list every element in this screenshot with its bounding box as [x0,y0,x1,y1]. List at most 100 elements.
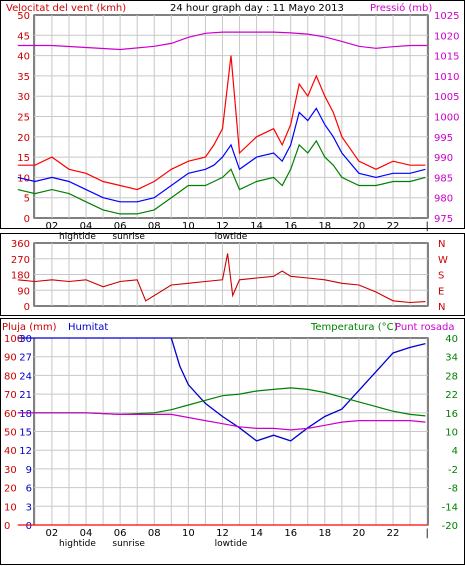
pressure-y-tick-label: 975 [434,214,453,225]
direction-compass-label: S [438,271,444,282]
series-min-line [17,139,426,215]
wind-x-tick-label: 04 [80,221,93,232]
rain-y-tick-label: 100 [4,334,23,345]
wind-y-tick-label: 45 [17,31,30,42]
wind-x-tick-label: 02 [46,221,59,232]
humidity-y-tick-label: 9 [26,465,32,476]
series-pressure-line [17,31,428,51]
humidity-y-tick-label: 6 [26,484,32,495]
pressure-y-tick-label: 1000 [434,113,459,124]
humidity-y-tick-label: 15 [19,428,32,439]
climate-x-tick-label: 22 [387,528,400,539]
direction-compass-label: W [438,255,448,266]
humidity-label: Humitat [68,322,108,333]
wind-y-tick-label: 35 [17,72,30,83]
wind-x-sublabel: lowtide [215,232,248,242]
wind-x-tick-end: | [425,221,428,232]
wind-x-tick-label: 20 [353,221,366,232]
pressure-y-tick-label: 1010 [434,72,459,83]
temperature-label: Temperatura (°C) [310,322,398,333]
wind-y-tick-label: 15 [17,153,30,164]
temperature-y-tick-label: -14 [442,502,458,513]
series-direction-line [17,253,426,304]
rain-y-tick-label: 70 [4,390,17,401]
direction-y-tick-label: 270 [11,255,30,266]
climate-x-sublabel: hightide [59,539,96,549]
wind-y-tick-label: 20 [17,133,30,144]
temperature-y-tick-label: 4 [452,446,458,457]
left-axis-label-wind: Velocitat del vent (kmh) [6,3,126,14]
direction-y-tick-label: 360 [11,239,30,250]
humidity-y-tick-label: 18 [19,409,32,420]
climate-x-tick-label: 12 [216,528,229,539]
pressure-y-tick-label: 1020 [434,31,459,42]
direction-compass-label: N [438,239,445,250]
climate-x-tick-label: 20 [353,528,366,539]
humidity-y-tick-label: 3 [26,502,32,513]
rain-y-tick-label: 40 [4,446,17,457]
temperature-y-tick-label: -8 [448,484,458,495]
humidity-y-tick-label: 0 [26,521,32,532]
climate-x-sublabel: sunrise [112,539,145,549]
rain-y-tick-label: 0 [4,521,10,532]
temperature-y-tick-label: 16 [445,409,458,420]
pressure-y-tick-label: 1005 [434,92,459,103]
temperature-y-tick-label: 34 [445,353,458,364]
pressure-y-tick-label: 995 [434,133,453,144]
temperature-y-tick-label: 40 [445,334,458,345]
rain-y-tick-label: 50 [4,428,17,439]
direction-compass-label: N [438,302,445,313]
series-dewpoint-line [17,412,426,431]
climate-x-tick-label: 10 [182,528,195,539]
climate-x-tick-label: 08 [148,528,161,539]
dewpoint-label: Punt rosada [395,322,454,333]
wind-y-tick-label: 30 [17,92,30,103]
series-humidity-line [17,337,426,442]
wind-x-tick-label: 06 [114,221,127,232]
humidity-y-tick-label: 24 [19,371,32,382]
wind-x-tick-label: 18 [318,221,331,232]
climate-x-tick-label: 06 [114,528,127,539]
wind-y-tick-label: 40 [17,52,30,63]
direction-y-tick-label: 180 [11,271,30,282]
climate-x-sublabel: lowtide [215,539,248,549]
wind-x-tick-label: 10 [182,221,195,232]
pressure-y-tick-label: 1025 [434,11,459,22]
wind-y-tick-label: 50 [17,11,30,22]
series-gust-line [17,55,426,191]
pressure-y-tick-label: 980 [434,194,453,205]
rain-y-tick-label: 90 [4,353,17,364]
climate-x-tick-label: 04 [80,528,93,539]
temperature-y-tick-label: -2 [448,465,458,476]
temperature-y-tick-label: 28 [445,371,458,382]
climate-x-tick-label: 18 [318,528,331,539]
pressure-y-tick-label: 1015 [434,52,459,63]
wind-y-tick-label: 25 [17,113,30,124]
climate-x-tick-end: | [425,528,428,539]
pressure-y-tick-label: 990 [434,153,453,164]
climate-x-tick-label: 02 [46,528,59,539]
wind-x-tick-label: 14 [250,221,263,232]
temperature-y-tick-label: 22 [445,390,458,401]
rain-y-tick-label: 10 [4,502,17,513]
humidity-y-tick-label: 30 [19,334,32,345]
wind-x-sublabel: hightide [59,232,96,242]
series-avg-line [17,107,426,203]
wind-x-tick-label: 22 [387,221,400,232]
wind-y-tick-label: 0 [24,214,30,225]
humidity-y-tick-label: 21 [19,390,32,401]
wind-y-tick-label: 5 [24,194,30,205]
direction-y-tick-label: 90 [17,286,30,297]
wind-x-tick-label: 16 [284,221,297,232]
rain-y-tick-label: 60 [4,409,17,420]
temperature-y-tick-label: 10 [445,428,458,439]
humidity-y-tick-label: 27 [19,353,32,364]
climate-x-tick-label: 16 [284,528,297,539]
rain-axis-label: Pluja (mm) [2,322,57,333]
temperature-y-tick-label: -20 [442,521,458,532]
direction-y-tick-label: 0 [24,302,30,313]
direction-compass-label: E [438,286,444,297]
wind-x-tick-label: 12 [216,221,229,232]
wind-x-tick-label: 08 [148,221,161,232]
